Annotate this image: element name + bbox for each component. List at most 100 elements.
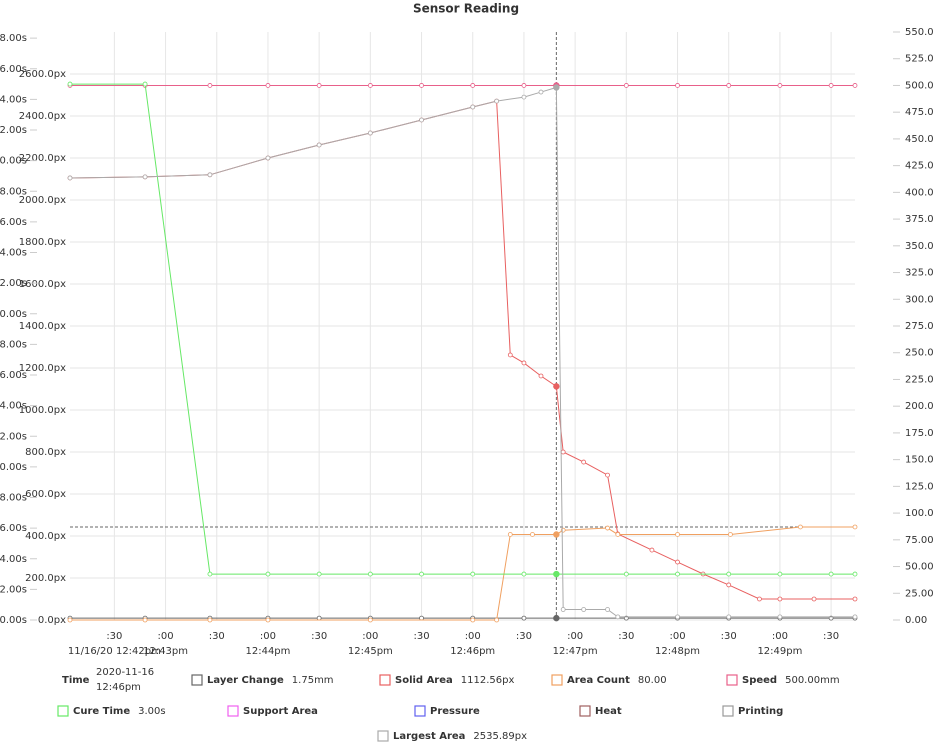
x-tick-label-major: 12:44pm	[245, 646, 290, 657]
data-point	[728, 532, 733, 537]
y-tick-label: 2400.0px	[19, 111, 66, 122]
x-tick-label-major: 12:46pm	[450, 646, 495, 657]
legend-time-label: Time	[62, 675, 90, 686]
data-point	[852, 83, 858, 88]
x-tick-label: :30	[618, 631, 634, 642]
y2-tick-label: 225.00	[905, 374, 933, 385]
data-point	[553, 84, 560, 91]
data-point	[521, 83, 527, 88]
y2-tick-label: 250.00	[905, 348, 933, 359]
chart-title: Sensor Reading	[413, 2, 519, 16]
data-point	[367, 130, 373, 136]
data-point	[615, 614, 621, 620]
data-point	[367, 83, 373, 88]
data-point	[316, 142, 322, 148]
y3-tick-label: 28.00s	[0, 186, 27, 197]
y3-tick-label: 36.00s	[0, 64, 27, 75]
x-tick-label: :30	[516, 631, 532, 642]
data-point	[316, 83, 322, 88]
data-point	[265, 155, 271, 161]
x-tick-label: :00	[260, 631, 276, 642]
data-point	[852, 596, 858, 602]
data-point	[623, 571, 629, 577]
legend-name: Heat	[595, 706, 622, 717]
series-line	[70, 526, 855, 621]
data-point	[521, 615, 527, 621]
series-line	[70, 83, 855, 575]
y3-tick-label: 8.00s	[0, 493, 27, 504]
series-line	[69, 86, 855, 618]
data-point	[777, 596, 783, 602]
y3-tick-label: 30.00s	[0, 156, 27, 167]
x-tick-label-major: 12:49pm	[757, 646, 802, 657]
y-tick-label: 800.0px	[25, 447, 66, 458]
data-point	[507, 532, 513, 537]
y2-tick-label: 175.00	[905, 428, 933, 439]
data-point	[726, 614, 732, 620]
y2-tick-label: 550.00	[905, 27, 933, 38]
data-point	[581, 607, 587, 612]
legend-swatch	[579, 705, 591, 717]
y2-tick-label: 25.00	[905, 588, 933, 599]
data-point	[553, 614, 560, 622]
legend-readout: 1.75mm	[292, 675, 334, 686]
data-point	[726, 582, 732, 588]
data-point	[265, 83, 271, 88]
data-point	[675, 532, 680, 537]
data-point	[553, 570, 560, 578]
data-point	[142, 617, 148, 623]
data-point	[797, 524, 803, 530]
data-point	[67, 175, 73, 181]
y2-tick-label: 450.00	[905, 134, 933, 145]
legend-swatch	[722, 705, 734, 717]
x-tick-label: :30	[721, 631, 737, 642]
data-point	[142, 174, 148, 180]
y2-tick-label: 425.00	[905, 161, 933, 172]
y3-tick-label: 32.00s	[0, 125, 27, 136]
y3-tick-label: 6.00s	[0, 523, 27, 534]
data-point	[494, 617, 500, 623]
legend-readout: 1112.56px	[461, 675, 515, 686]
legend-name: Layer Change	[207, 675, 284, 686]
data-point	[675, 559, 680, 565]
x-tick-label: :30	[413, 631, 429, 642]
data-point	[581, 459, 587, 465]
data-point	[553, 531, 560, 538]
y2-tick-label: 75.00	[905, 535, 933, 546]
data-point	[67, 617, 73, 623]
data-point	[142, 81, 148, 87]
legend-name: Cure Time	[73, 706, 130, 717]
x-tick-label: :00	[158, 631, 174, 642]
y2-tick-label: 375.00	[905, 214, 933, 225]
y2-tick-label: 275.00	[905, 321, 933, 332]
data-point	[507, 352, 513, 358]
data-point	[726, 83, 732, 88]
x-tick-label-major: 12:45pm	[348, 646, 393, 657]
data-point	[553, 383, 560, 390]
y2-tick-label: 0.00	[905, 615, 927, 626]
data-point	[828, 571, 834, 577]
legend-name: Pressure	[430, 706, 480, 717]
data-point	[367, 571, 373, 577]
data-point	[470, 104, 476, 110]
data-point	[207, 172, 213, 178]
data-point	[207, 83, 213, 88]
y-tick-label: 1000.0px	[19, 405, 66, 416]
y3-tick-label: 16.00s	[0, 370, 27, 381]
y3-tick-label: 2.00s	[0, 584, 27, 595]
data-point	[538, 373, 544, 379]
legend-readout: 500.00mm	[785, 675, 839, 686]
y2-tick-label: 100.00	[905, 508, 933, 519]
legend-time-date: 2020-11-16	[96, 667, 154, 678]
y2-tick-label: 300.00	[905, 294, 933, 305]
data-point	[828, 83, 834, 88]
legend-name: Area Count	[567, 675, 630, 686]
y3-tick-label: 38.00s	[0, 33, 27, 44]
data-point	[419, 83, 424, 88]
legend-readout: 3.00s	[138, 706, 165, 717]
data-point	[757, 596, 762, 602]
data-point	[605, 525, 610, 531]
data-point	[265, 571, 271, 577]
legend-swatch	[726, 674, 738, 686]
